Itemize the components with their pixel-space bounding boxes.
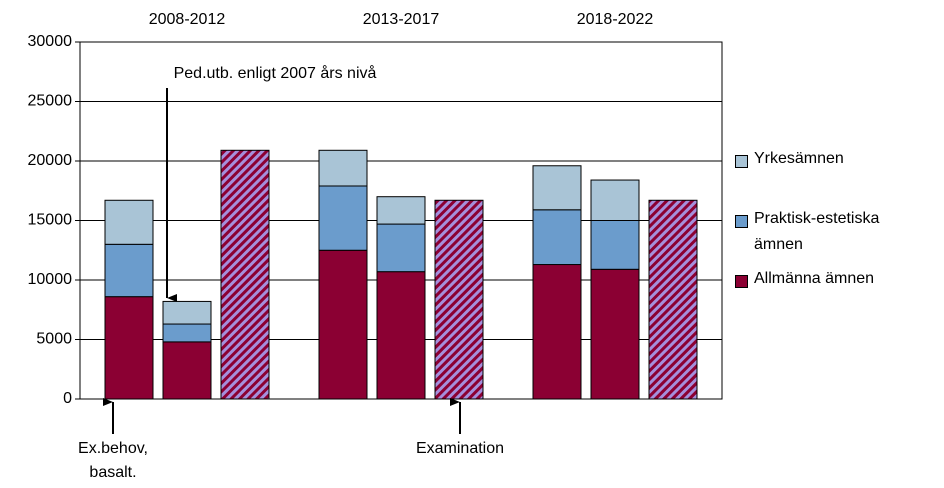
bar [532,209,582,266]
bar [220,149,270,400]
bar [376,271,426,400]
bar [104,243,154,298]
bar [104,296,154,400]
bar [590,268,640,400]
y-tick-label: 20000 [28,152,73,169]
bar [376,223,426,273]
y-tick-label: 0 [63,390,72,407]
bar [162,341,212,400]
annotation: basalt. [89,464,136,481]
legend-label: Praktisk-estetiska ämnen [754,210,880,253]
bar [162,300,212,325]
bar [648,199,698,400]
legend: Yrkesämnen Praktisk-estetiska ämnen Allmän… [735,150,935,330]
legend-swatch [735,215,748,228]
bar [590,179,640,221]
group-label: 2018-2022 [577,11,654,28]
group-label: 2013-2017 [363,11,440,28]
y-tick-label: 15000 [28,212,73,229]
bar [162,323,212,343]
legend-label: Allmänna ämnen [754,270,875,287]
legend-swatch [735,275,748,288]
bar [318,149,368,187]
bar [532,264,582,400]
annotation: Examination [416,440,504,457]
group-label: 2008-2012 [149,11,226,28]
y-tick-label: 10000 [28,271,73,288]
legend-swatch [735,155,748,168]
y-tick-label: 25000 [28,93,73,110]
y-tick-label: 30000 [28,33,73,50]
bar [318,249,368,400]
y-tick-label: 5000 [36,331,72,348]
bar [532,165,582,211]
annotation: Ex.behov, [78,440,148,457]
bar [590,220,640,270]
bar [104,199,154,245]
bar [376,196,426,225]
annotation: Ped.utb. enligt 2007 års nivå [174,64,377,82]
bar [434,199,484,400]
legend-item: Praktisk-estetiska ämnen [735,210,935,270]
legend-item: Allmänna ämnen [735,270,935,330]
legend-item: Yrkesämnen [735,150,935,210]
legend-label: Yrkesämnen [754,150,844,167]
bar [318,185,368,251]
